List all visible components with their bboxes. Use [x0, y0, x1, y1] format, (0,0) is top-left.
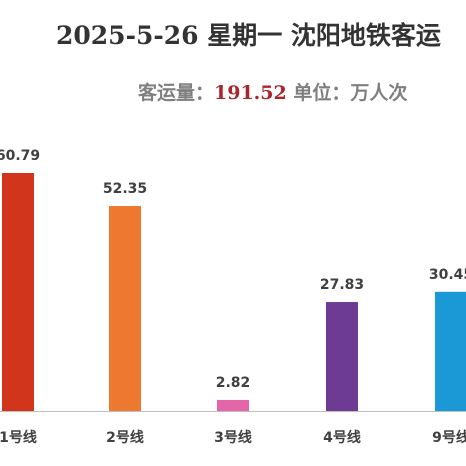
chart-subtitle: 客运量：191.52 单位：万人次	[138, 81, 407, 104]
bar-4	[326, 302, 358, 411]
bar-1	[2, 173, 34, 411]
subtitle-total-value: 191.52	[214, 82, 287, 104]
value-labels-group: 60.79 52.35 2.82 27.83 30.45	[0, 148, 466, 391]
x-tick-label-2: 2号线	[106, 429, 144, 446]
bar-3	[217, 399, 249, 411]
subtitle-suffix: 单位：万人次	[287, 81, 408, 104]
x-tick-label-5: 9号线	[432, 429, 466, 446]
x-tick-label-4: 4号线	[323, 429, 361, 446]
x-tick-label-3: 3号线	[214, 429, 252, 446]
data-label-4: 27.83	[320, 277, 364, 293]
bar-5	[435, 291, 466, 411]
chart-title: 2025-5-26 星期一 沈阳地铁客运	[56, 21, 441, 50]
data-label-1: 60.79	[0, 148, 40, 164]
data-label-3: 2.82	[216, 375, 251, 391]
data-label-2: 52.35	[103, 181, 147, 197]
x-tick-label-1: 1号线	[0, 429, 37, 446]
data-label-5: 30.45	[429, 267, 466, 283]
bar-2	[109, 206, 141, 411]
x-tick-labels-group: 1号线 2号线 3号线 4号线 9号线	[0, 429, 466, 446]
subtitle-prefix: 客运量：	[138, 81, 214, 104]
bars-group	[2, 173, 466, 411]
